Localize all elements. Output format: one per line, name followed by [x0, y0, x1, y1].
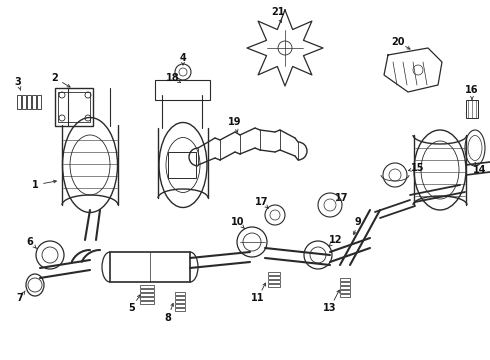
Text: 2: 2 [51, 73, 58, 83]
Text: 10: 10 [231, 217, 245, 227]
Bar [140, 289, 154, 292]
Text: 11: 11 [251, 293, 265, 303]
Bar [27, 95, 31, 109]
Text: 14: 14 [473, 165, 487, 175]
Bar [17, 95, 21, 109]
Bar [140, 293, 154, 296]
Text: 6: 6 [26, 237, 33, 247]
Bar [175, 300, 185, 303]
Bar [340, 294, 350, 297]
Text: 4: 4 [180, 53, 186, 63]
Text: 17: 17 [255, 197, 269, 207]
Bar [58, 92, 90, 122]
Bar [37, 95, 41, 109]
Bar [175, 304, 185, 307]
Bar [340, 286, 350, 289]
Bar [22, 95, 26, 109]
Bar [32, 95, 36, 109]
Text: 7: 7 [17, 293, 24, 303]
Text: 5: 5 [128, 303, 135, 313]
Bar [140, 285, 154, 288]
Bar [268, 272, 280, 275]
Bar [140, 301, 154, 304]
Text: 18: 18 [166, 73, 180, 83]
Bar [55, 88, 93, 126]
Text: 12: 12 [329, 235, 343, 245]
Bar [340, 290, 350, 293]
Text: 15: 15 [411, 163, 425, 173]
Bar [155, 80, 210, 100]
Bar [175, 308, 185, 311]
Text: 20: 20 [391, 37, 405, 47]
Text: 13: 13 [323, 303, 337, 313]
Bar [175, 292, 185, 295]
Text: 8: 8 [165, 313, 172, 323]
Bar [110, 252, 190, 282]
Bar [466, 100, 478, 118]
Bar [168, 152, 196, 178]
Text: 3: 3 [15, 77, 22, 87]
Bar [268, 276, 280, 279]
Bar [175, 296, 185, 299]
Text: 21: 21 [271, 7, 285, 17]
Text: 9: 9 [355, 217, 362, 227]
Bar [340, 278, 350, 281]
Bar [268, 284, 280, 287]
Bar [140, 297, 154, 300]
Text: 1: 1 [32, 180, 38, 190]
Text: 16: 16 [465, 85, 479, 95]
Bar [340, 282, 350, 285]
Bar [268, 280, 280, 283]
Text: 19: 19 [228, 117, 242, 127]
Text: 17: 17 [335, 193, 349, 203]
